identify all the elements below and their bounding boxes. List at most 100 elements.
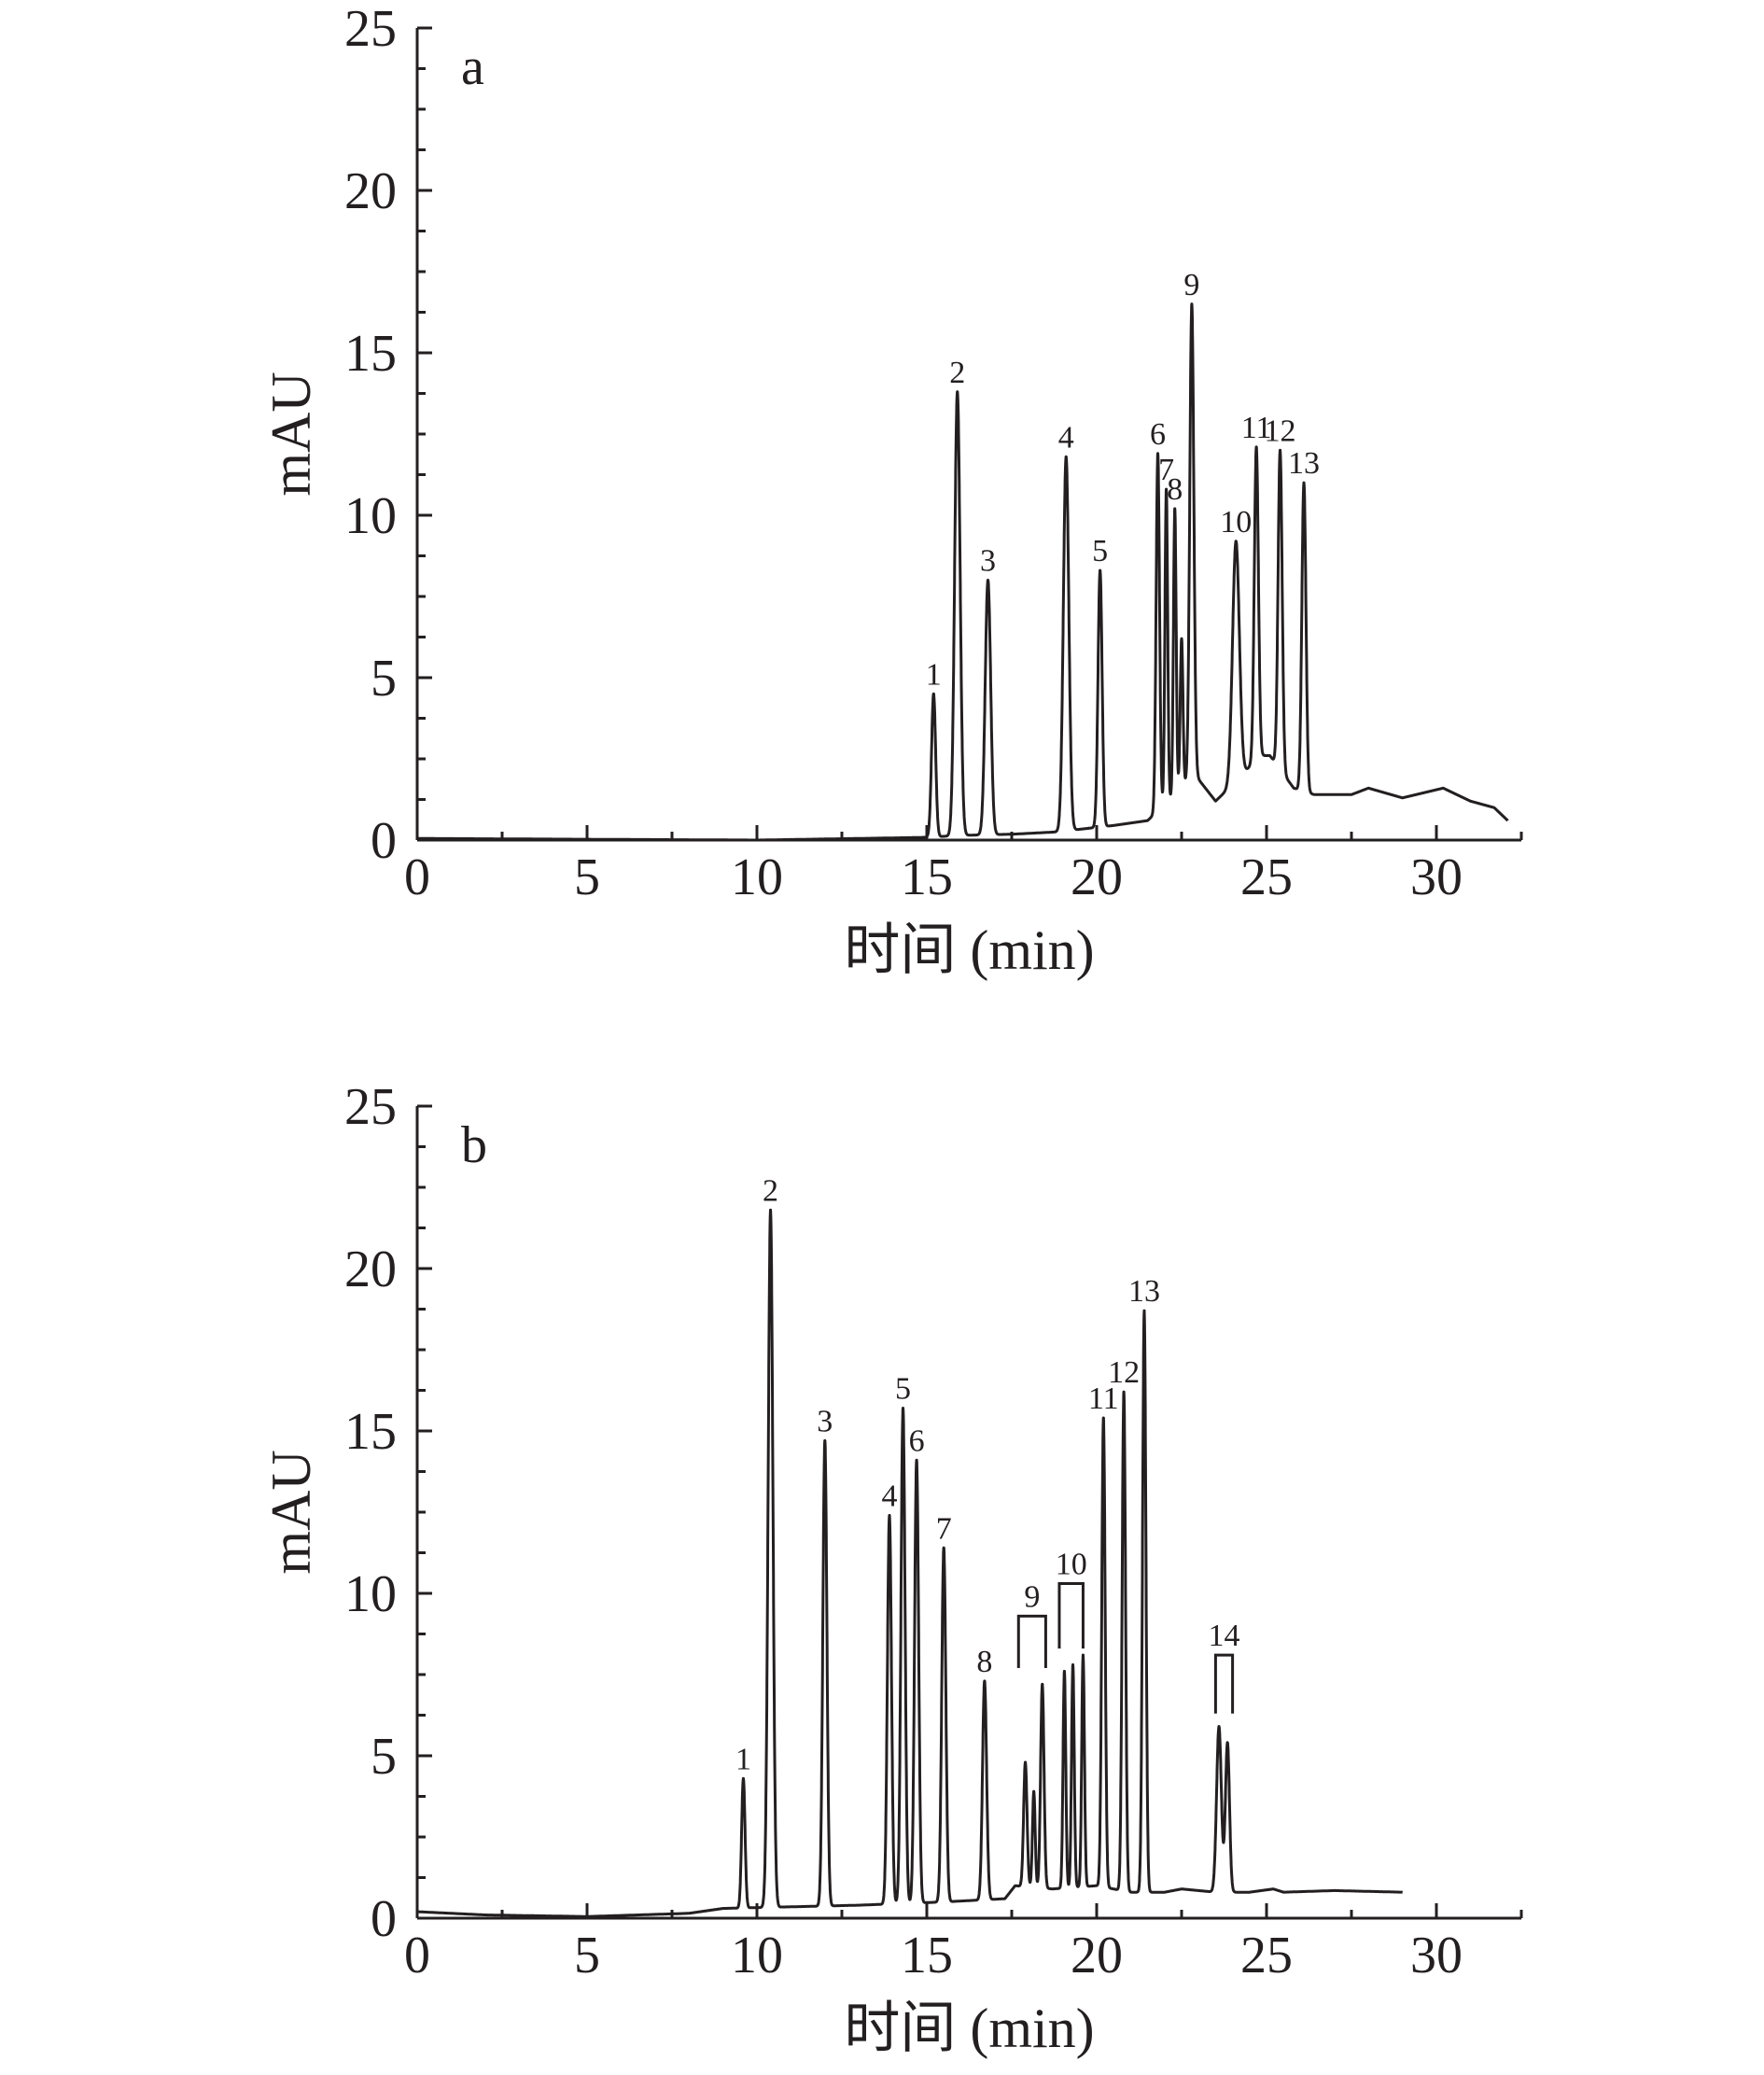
peak-apex bbox=[1302, 481, 1306, 484]
peak-apex bbox=[1254, 445, 1258, 449]
peak-label: 12 bbox=[1108, 1355, 1140, 1390]
y-tick-label: 25 bbox=[344, 0, 397, 58]
x-tick-label: 25 bbox=[1240, 1927, 1293, 1984]
peak-label: 3 bbox=[980, 544, 996, 579]
y-tick-label: 5 bbox=[371, 1728, 397, 1786]
peak-apex bbox=[1156, 452, 1160, 456]
x-tick-label: 0 bbox=[404, 1927, 430, 1984]
peak-group-bracket bbox=[1057, 1582, 1085, 1649]
peak-apex bbox=[915, 1458, 918, 1462]
peak-apex bbox=[902, 1407, 905, 1410]
chromatogram-trace bbox=[415, 302, 1509, 842]
peak-group-label: 10 bbox=[1056, 1548, 1087, 1582]
peak-apex bbox=[1081, 1653, 1085, 1657]
y-tick-label: 0 bbox=[371, 1890, 397, 1948]
peak-label: 7 bbox=[936, 1511, 952, 1546]
peak-apex bbox=[1064, 455, 1068, 458]
peak-apex bbox=[741, 1776, 745, 1780]
peak-apex bbox=[987, 579, 990, 582]
peak-label: 11 bbox=[1088, 1381, 1119, 1416]
y-tick-label: 10 bbox=[344, 487, 397, 545]
y-tick-label: 5 bbox=[371, 650, 397, 708]
peak-apex bbox=[956, 390, 959, 394]
peak-apex bbox=[1165, 487, 1169, 491]
panel-letter: b bbox=[461, 1116, 487, 1174]
peak-apex bbox=[1099, 568, 1102, 572]
x-tick-label: 30 bbox=[1410, 1927, 1463, 1984]
x-tick-label: 20 bbox=[1071, 848, 1123, 906]
x-tick-label: 25 bbox=[1240, 848, 1293, 906]
x-tick-label: 5 bbox=[574, 848, 600, 906]
y-axis-title: mAU bbox=[260, 372, 322, 496]
y-tick-label: 20 bbox=[344, 162, 397, 220]
y-tick-label: 15 bbox=[344, 325, 397, 383]
peak-label: 9 bbox=[1183, 268, 1199, 302]
x-tick-label: 20 bbox=[1071, 1927, 1123, 1984]
x-axis-title: 时间 (min) bbox=[844, 919, 1094, 981]
peak-apex bbox=[888, 1513, 891, 1517]
peak-apex bbox=[1101, 1416, 1105, 1420]
y-tick-label: 10 bbox=[344, 1565, 397, 1623]
peak-apex bbox=[1217, 1725, 1221, 1729]
x-tick-label: 15 bbox=[901, 848, 953, 906]
peak-apex bbox=[1122, 1390, 1126, 1394]
peak-label: 7 bbox=[1158, 453, 1174, 487]
peak-apex bbox=[1190, 302, 1194, 306]
peak-apex bbox=[983, 1679, 987, 1683]
x-tick-label: 30 bbox=[1410, 848, 1463, 906]
peak-label: 8 bbox=[976, 1645, 992, 1679]
peak-apex bbox=[823, 1438, 827, 1442]
peak-label: 1 bbox=[926, 657, 942, 692]
peak-apex bbox=[769, 1208, 773, 1212]
peak-label: 10 bbox=[1220, 505, 1252, 540]
peak-apex bbox=[1234, 540, 1238, 543]
y-tick-label: 20 bbox=[344, 1241, 397, 1298]
peak-label: 12 bbox=[1265, 414, 1296, 448]
chromatogram-trace bbox=[415, 1208, 1404, 1918]
peak-label: 2 bbox=[949, 356, 965, 390]
x-tick-label: 0 bbox=[404, 848, 430, 906]
x-tick-label: 10 bbox=[731, 848, 783, 906]
peak-apex bbox=[1225, 1741, 1229, 1745]
peak-label: 8 bbox=[1167, 472, 1183, 507]
x-axis-title: 时间 (min) bbox=[844, 1998, 1094, 2059]
peak-group-bracket bbox=[1213, 1653, 1235, 1714]
peak-apex bbox=[1071, 1663, 1075, 1667]
peak-label: 5 bbox=[1092, 534, 1108, 568]
peak-apex bbox=[1032, 1789, 1036, 1793]
peak-label: 13 bbox=[1128, 1274, 1160, 1309]
peak-label: 3 bbox=[817, 1404, 833, 1438]
panel-letter: a bbox=[461, 38, 484, 96]
peak-label: 4 bbox=[1058, 420, 1074, 455]
peak-label: 13 bbox=[1288, 446, 1320, 481]
x-tick-label: 15 bbox=[901, 1927, 953, 1984]
peak-label: 5 bbox=[895, 1372, 911, 1407]
y-tick-label: 15 bbox=[344, 1403, 397, 1461]
peak-apex bbox=[1041, 1682, 1044, 1686]
peak-group-label: 9 bbox=[1024, 1579, 1040, 1614]
peak-label: 2 bbox=[763, 1173, 778, 1208]
x-tick-label: 10 bbox=[731, 1927, 783, 1984]
peak-label: 6 bbox=[1150, 417, 1166, 452]
y-tick-label: 0 bbox=[371, 812, 397, 870]
peak-label: 1 bbox=[735, 1742, 751, 1776]
peak-label: 4 bbox=[881, 1479, 897, 1513]
peak-apex bbox=[1180, 637, 1183, 640]
peak-apex bbox=[1142, 1309, 1146, 1312]
peak-apex bbox=[1024, 1760, 1028, 1764]
peak-apex bbox=[1062, 1670, 1066, 1674]
x-tick-label: 5 bbox=[574, 1927, 600, 1984]
peak-group-label: 14 bbox=[1209, 1619, 1240, 1653]
peak-group-bracket bbox=[1016, 1614, 1047, 1669]
peak-apex bbox=[1279, 448, 1282, 452]
y-tick-label: 25 bbox=[344, 1078, 397, 1136]
y-axis-title: mAU bbox=[260, 1450, 322, 1574]
peak-apex bbox=[942, 1546, 945, 1549]
peak-apex bbox=[1173, 507, 1177, 511]
peak-label: 11 bbox=[1241, 411, 1272, 445]
peak-label: 6 bbox=[909, 1423, 925, 1458]
peak-apex bbox=[931, 692, 935, 695]
